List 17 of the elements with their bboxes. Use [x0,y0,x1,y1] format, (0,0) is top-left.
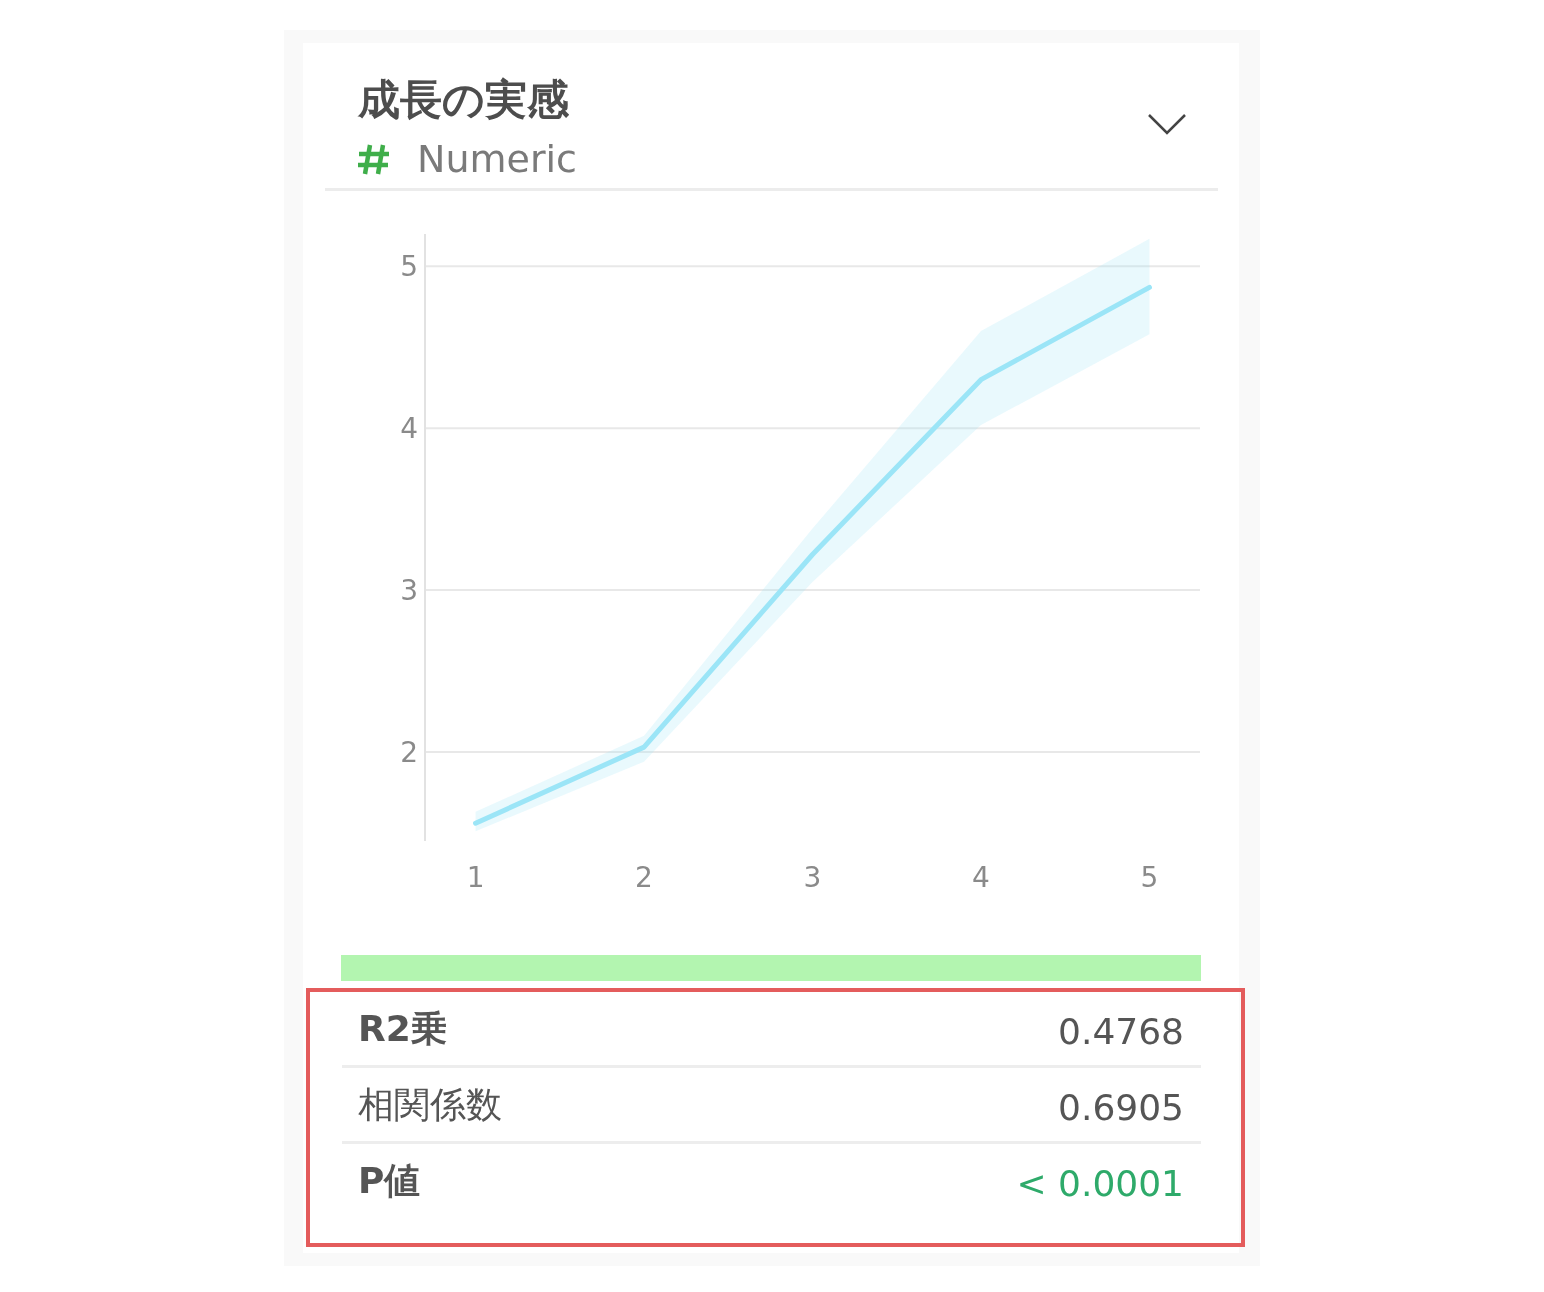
text: P値 [358,1159,421,1203]
x-tick-label: 3 [803,860,822,894]
y-tick-label: 3 [400,574,418,608]
chart-subtitle: Numeric [417,136,577,182]
x-tick-label: 5 [1140,860,1159,894]
text: 0.6905 [1058,1086,1184,1130]
x-tick-label: 2 [635,860,653,894]
y-tick-label: 4 [400,412,418,446]
x-tick-label: 4 [972,860,990,894]
text: 0.4768 [1058,1010,1184,1054]
text: R2乗 [358,1007,447,1051]
chart-title: 成長の実感 [358,74,569,126]
text: < 0.0001 [1016,1162,1184,1206]
y-tick-label: 2 [400,735,418,769]
x-tick-label: 1 [466,860,485,894]
y-tick-label: 5 [400,250,418,284]
text: 相関係数 [358,1083,502,1127]
